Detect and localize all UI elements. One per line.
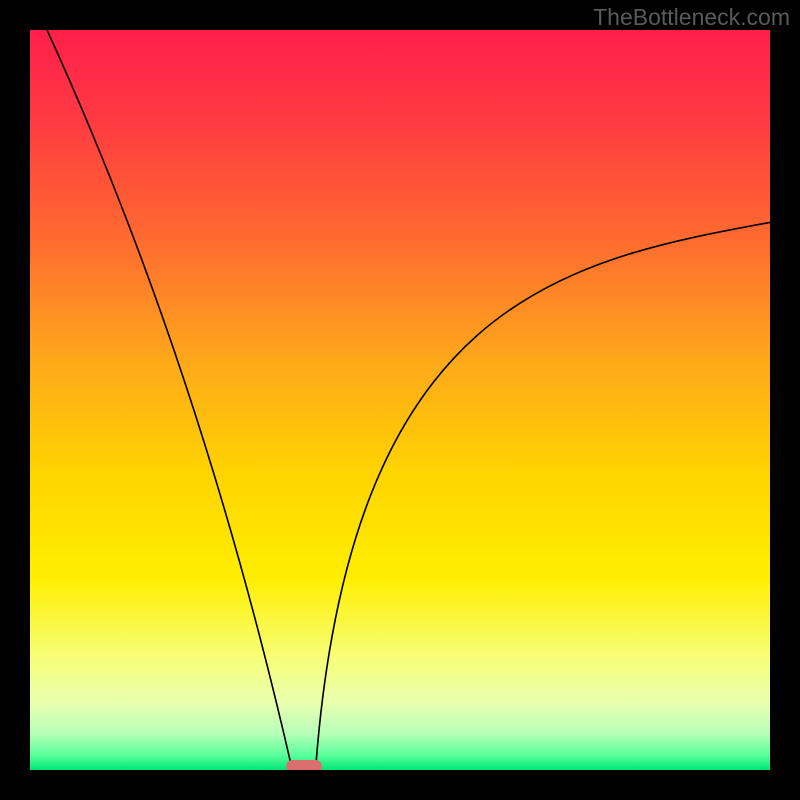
plot-area (30, 30, 770, 770)
optimal-point-marker (286, 760, 322, 770)
image-container: TheBottleneck.com (0, 0, 800, 800)
watermark-text: TheBottleneck.com (593, 4, 790, 31)
bottleneck-curve (30, 30, 770, 770)
curve-path (47, 30, 770, 769)
